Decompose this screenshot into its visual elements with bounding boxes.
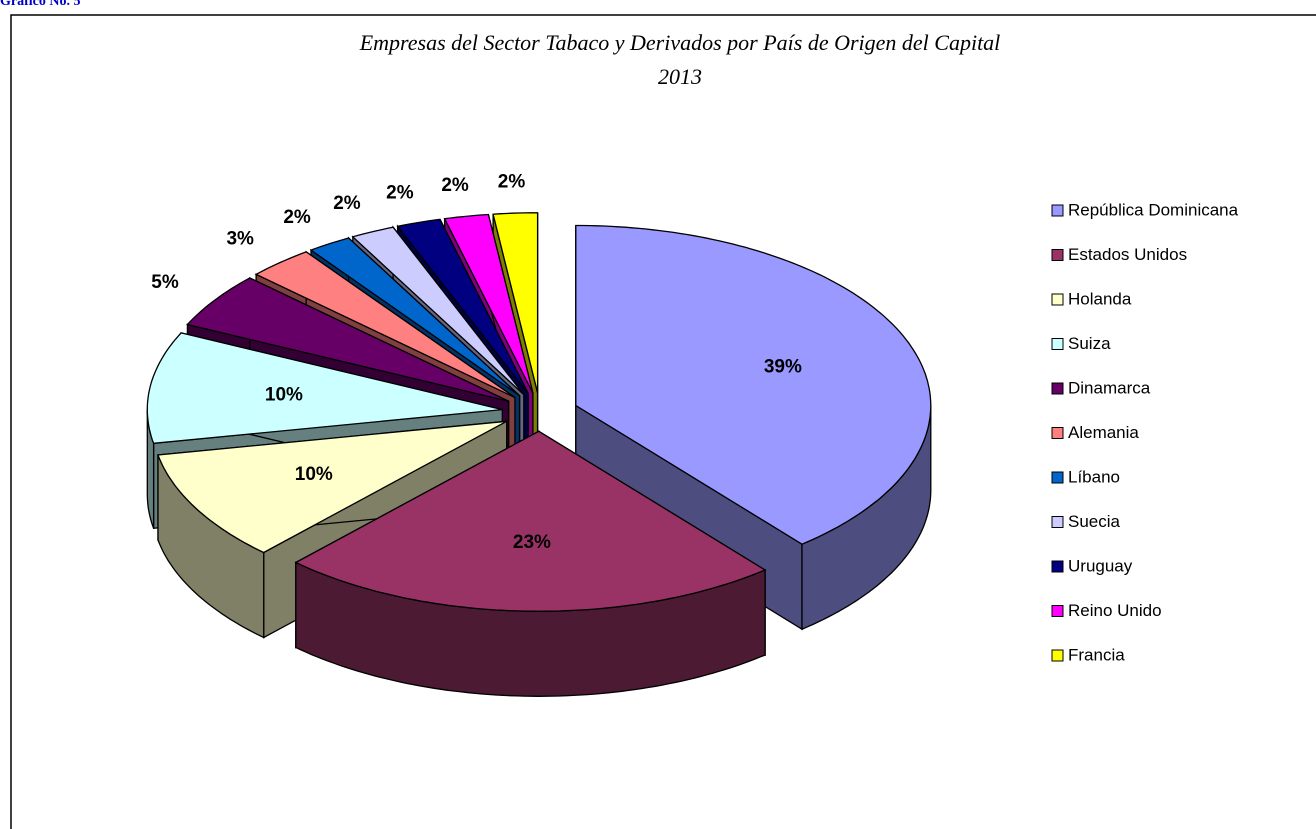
legend-label: Uruguay [1068, 556, 1133, 575]
legend-label: Holanda [1068, 289, 1132, 308]
legend-swatch [1051, 382, 1064, 395]
legend-swatch [1051, 293, 1064, 306]
legend-label: Reino Unido [1068, 601, 1162, 620]
data-label: 10% [265, 385, 303, 406]
data-label: 2% [333, 193, 361, 214]
slice [443, 213, 534, 394]
slice [309, 237, 521, 397]
legend-swatch [1051, 560, 1064, 573]
slice [157, 420, 508, 554]
legend-label: Suiza [1068, 334, 1111, 353]
slice [294, 430, 767, 612]
data-label: 2% [441, 175, 469, 196]
slice [396, 218, 529, 395]
legend-swatch [1051, 649, 1064, 662]
data-label: 2% [498, 172, 526, 193]
data-label: 2% [283, 207, 311, 228]
legend-label: Francia [1068, 645, 1125, 664]
chart-frame [10, 14, 1316, 829]
legend-label: Líbano [1068, 467, 1120, 486]
header: Gráfico No. 5 [0, 0, 80, 9]
data-label: 10% [295, 464, 333, 485]
legend-swatch [1051, 516, 1064, 528]
legend-label: República Dominicana [1068, 200, 1239, 219]
legend-swatch [1051, 471, 1064, 484]
legend-swatch [1051, 249, 1064, 261]
legend-label: Estados Unidos [1068, 245, 1187, 264]
data-label: 5% [151, 272, 179, 293]
legend-label: Dinamarca [1068, 378, 1151, 397]
slice [492, 212, 539, 393]
slice [254, 251, 516, 399]
legend-swatch [1051, 605, 1064, 617]
legend-swatch [1051, 427, 1064, 439]
legend-swatch [1051, 204, 1064, 217]
data-label: 39% [764, 357, 802, 378]
legend-swatch [1051, 338, 1064, 350]
data-label: 3% [226, 229, 254, 250]
data-label: 23% [513, 532, 551, 553]
slice [146, 332, 503, 444]
legend-label: Suecia [1068, 512, 1121, 531]
slice [351, 226, 525, 396]
slice [575, 224, 932, 545]
data-label: 2% [386, 182, 414, 203]
chart-title: Empresas del Sector Tabaco y Derivados p… [359, 30, 1001, 55]
legend-label: Alemania [1068, 423, 1139, 442]
chart-subtitle: 2013 [658, 64, 702, 89]
slice [186, 277, 509, 402]
